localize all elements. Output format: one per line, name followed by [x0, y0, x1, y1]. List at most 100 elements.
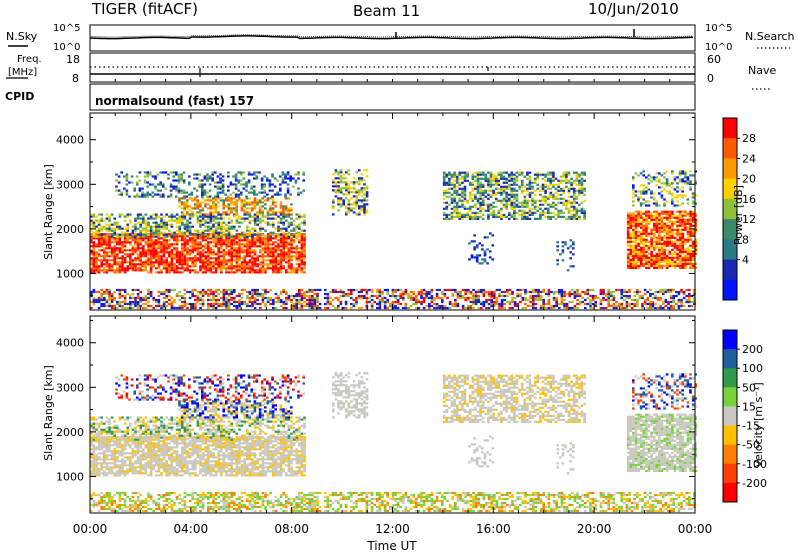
power-cell: [175, 259, 179, 262]
power-cell: [207, 294, 210, 298]
power-cell: [386, 292, 389, 296]
power-cell: [463, 179, 467, 182]
power-cell: [118, 239, 122, 242]
power-cell: [448, 288, 452, 292]
power-cell: [251, 231, 254, 234]
power-cell: [95, 251, 98, 254]
power-cell: [212, 235, 215, 238]
power-cell: [650, 214, 653, 217]
power-cell: [155, 231, 158, 234]
power-cell: [490, 300, 493, 304]
power-cell: [481, 201, 485, 204]
power-cell: [235, 207, 238, 210]
power-cell: [474, 292, 478, 296]
power-cell: [503, 294, 506, 298]
power-cell: [507, 193, 511, 196]
power-cell: [503, 290, 506, 294]
power-cell: [570, 177, 573, 180]
power-cell: [303, 221, 306, 224]
power-cell: [455, 203, 459, 206]
power-cell: [206, 207, 210, 210]
power-cell: [493, 304, 496, 308]
power-cell: [526, 217, 529, 220]
power-cell: [639, 256, 643, 259]
power-cell: [477, 306, 480, 310]
power-cell: [476, 177, 480, 180]
power-cell: [155, 261, 158, 264]
power-cell: [147, 259, 150, 262]
power-cell: [456, 290, 460, 294]
power-cell: [227, 302, 231, 306]
power-cell: [500, 171, 503, 174]
power-cell: [233, 304, 236, 308]
power-cell: [513, 179, 516, 182]
power-cell: [332, 181, 335, 184]
power-cell: [217, 265, 220, 268]
power-cell: [344, 294, 348, 298]
power-cell: [129, 213, 132, 216]
power-cell: [105, 239, 109, 242]
power-cell: [217, 241, 220, 244]
power-cell: [559, 211, 563, 214]
power-cell: [552, 185, 555, 188]
power-cell: [272, 223, 275, 226]
power-cell: [136, 239, 140, 242]
power-cell: [266, 259, 270, 262]
power-cell: [165, 296, 168, 300]
power-cell: [458, 187, 462, 190]
power-cell: [149, 290, 153, 294]
power-cell: [659, 306, 662, 310]
power-cell: [675, 302, 678, 306]
power-cell: [316, 298, 319, 302]
power-cell: [274, 265, 278, 268]
power-cell: [201, 259, 205, 262]
power-cell: [302, 189, 305, 192]
power-cell: [287, 255, 291, 258]
power-cell: [339, 177, 343, 180]
power-cell: [230, 243, 233, 246]
power-cell: [639, 264, 643, 267]
power-cell: [445, 191, 449, 194]
power-cell: [295, 269, 298, 272]
power-cell: [458, 199, 462, 202]
power-cell: [227, 235, 231, 238]
power-cell: [259, 292, 262, 296]
power-cell: [417, 292, 421, 296]
power-cell: [526, 215, 529, 218]
power-cell: [157, 233, 161, 236]
power-cell: [492, 183, 495, 186]
power-cell: [520, 173, 524, 176]
power-cell: [155, 259, 158, 262]
power-cell: [108, 265, 111, 268]
power-cell: [518, 173, 521, 176]
power-cell: [208, 177, 212, 180]
power-cell: [100, 225, 103, 228]
power-cell: [188, 239, 192, 242]
power-cell: [571, 288, 574, 292]
power-cell: [136, 253, 140, 256]
power-cell: [494, 175, 498, 178]
power-cell: [620, 302, 623, 306]
power-cell: [155, 255, 158, 258]
power-cell: [214, 207, 218, 210]
power-cell: [95, 253, 98, 256]
power-cell: [147, 304, 150, 308]
power-cell: [300, 243, 304, 246]
power-cell: [199, 261, 202, 264]
power-cell: [156, 193, 160, 196]
power-cell: [245, 185, 248, 188]
power-cell: [287, 209, 290, 212]
power-cell: [183, 233, 187, 236]
power-cell: [510, 189, 514, 192]
power-cell: [506, 300, 509, 304]
power-cell: [178, 294, 181, 298]
power-cell: [445, 181, 449, 184]
power-cell: [533, 179, 537, 182]
power-cell: [500, 294, 504, 298]
power-cell: [664, 288, 668, 292]
power-cell: [90, 261, 93, 264]
power-cell: [212, 231, 215, 234]
power-cell: [541, 185, 545, 188]
power-cell: [468, 183, 472, 186]
power-cell: [177, 187, 181, 190]
